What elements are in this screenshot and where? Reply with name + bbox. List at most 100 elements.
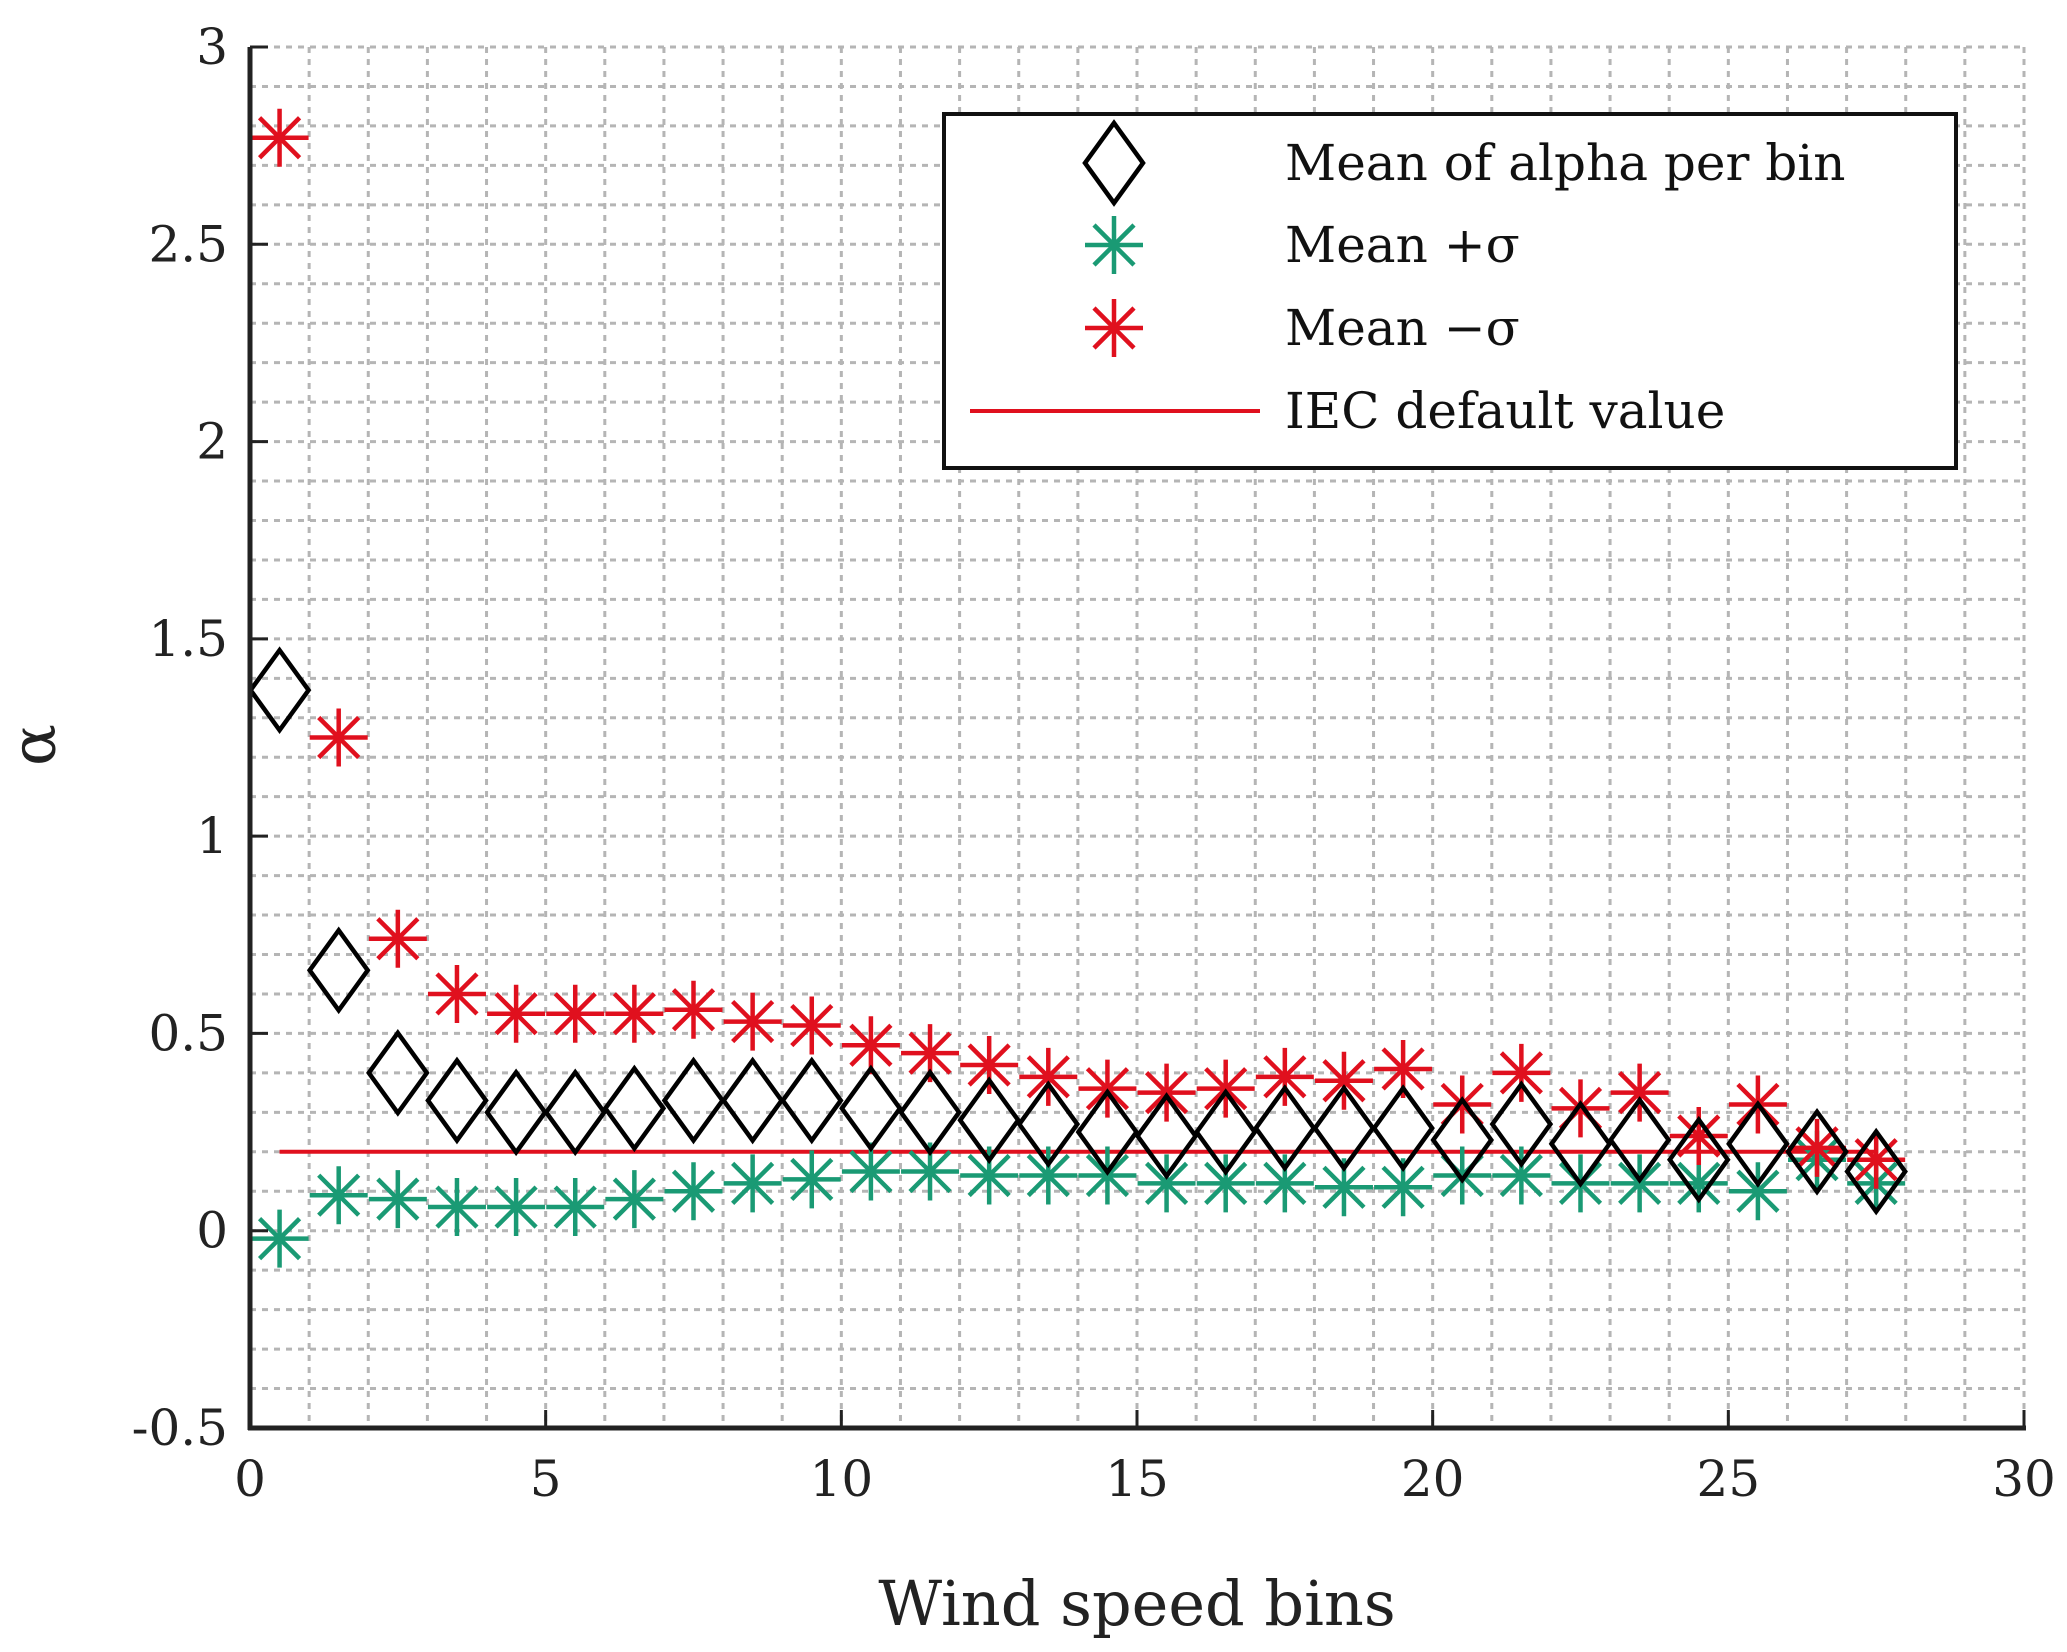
y-axis-label: α: [0, 724, 70, 766]
point-mean-minus-sigma: [250, 108, 309, 167]
point-mean-minus-sigma: [605, 984, 664, 1043]
x-tick-label: 10: [810, 1450, 874, 1508]
y-tick-label: 2: [196, 413, 228, 471]
point-mean: [247, 646, 312, 734]
point-mean: [779, 1056, 844, 1145]
point-mean-minus-sigma: [1610, 1063, 1669, 1122]
point-mean: [1666, 1115, 1731, 1204]
point-mean: [1312, 1084, 1376, 1172]
point-mean: [1075, 1088, 1140, 1176]
legend-label: Mean −σ: [1285, 299, 1520, 357]
legend-entry: Mean −σ: [1085, 299, 1520, 357]
point-mean-minus-sigma: [1255, 1047, 1314, 1106]
y-tick-label: 2.5: [148, 215, 228, 273]
legend-label: Mean of alpha per bin: [1285, 134, 1846, 192]
point-mean-plus-sigma: [368, 1170, 427, 1229]
x-tick-label: 15: [1105, 1450, 1169, 1508]
point-mean-plus-sigma: [1728, 1162, 1787, 1221]
point-mean-minus-sigma: [1019, 1047, 1078, 1106]
y-tick-label: 1.5: [148, 610, 228, 668]
point-mean: [1785, 1107, 1849, 1196]
point-mean-minus-sigma: [427, 964, 486, 1023]
point-mean: [1430, 1096, 1495, 1184]
point-mean-minus-sigma: [309, 708, 368, 767]
series-mean-plus-sigma: [250, 1130, 1906, 1268]
point-mean: [602, 1064, 667, 1153]
point-mean-plus-sigma: [1255, 1154, 1314, 1213]
legend-entry: Mean +σ: [1085, 216, 1520, 274]
point-mean-plus-sigma: [250, 1209, 309, 1268]
point-mean: [1016, 1080, 1081, 1169]
y-tick-label: 1: [196, 807, 228, 865]
point-mean-plus-sigma: [1019, 1146, 1078, 1205]
x-tick-label: 5: [530, 1450, 562, 1508]
point-mean-plus-sigma: [782, 1150, 841, 1209]
point-mean-minus-sigma: [664, 980, 723, 1039]
y-tick-label: 0: [196, 1202, 228, 1260]
point-mean-minus-sigma: [782, 996, 841, 1055]
point-mean-plus-sigma: [723, 1154, 782, 1213]
x-tick-label: 25: [1697, 1450, 1761, 1508]
point-mean-minus-sigma: [1669, 1107, 1728, 1166]
point-mean: [1134, 1092, 1199, 1180]
point-mean: [1607, 1096, 1672, 1184]
legend-diamond-icon: [1082, 119, 1146, 207]
point-mean: [957, 1076, 1021, 1165]
markers: [247, 108, 1908, 1268]
point-mean: [1253, 1084, 1317, 1172]
point-mean: [661, 1056, 726, 1145]
point-mean-minus-sigma: [487, 984, 546, 1043]
point-mean-minus-sigma: [1788, 1118, 1847, 1177]
point-mean-plus-sigma: [1314, 1158, 1373, 1217]
ticks: 0 5 10 15 20 25 30-0.500.511.522.53: [132, 18, 2056, 1508]
y-tick-label: -0.5: [132, 1399, 228, 1457]
point-mean: [1726, 1100, 1790, 1188]
point-mean-plus-sigma: [960, 1146, 1019, 1205]
point-mean: [306, 926, 371, 1015]
y-tick-label: 0.5: [148, 1004, 228, 1062]
x-tick-label: 20: [1401, 1450, 1465, 1508]
point-mean-plus-sigma: [1137, 1154, 1196, 1213]
point-mean-plus-sigma: [427, 1178, 486, 1237]
legend: Mean of alpha per bin Mean +σ Mean −σ IEC d…: [942, 112, 1958, 470]
legend-label: IEC default value: [1285, 382, 1725, 440]
y-tick-label: 3: [196, 18, 228, 76]
point-mean-plus-sigma: [309, 1166, 368, 1225]
point-mean: [1489, 1080, 1554, 1169]
series-mean-minus-sigma: [250, 108, 1906, 1189]
x-tick-label: 30: [1992, 1450, 2056, 1508]
point-mean: [1844, 1127, 1908, 1216]
point-mean-plus-sigma: [901, 1142, 960, 1201]
series-mean: [247, 646, 1908, 1216]
point-mean: [484, 1068, 548, 1157]
point-mean: [1371, 1084, 1435, 1172]
legend-asterisk-icon: [1085, 216, 1143, 274]
point-mean: [839, 1064, 903, 1153]
point-mean: [1548, 1100, 1613, 1188]
point-mean-plus-sigma: [1492, 1146, 1551, 1205]
point-mean-plus-sigma: [1196, 1154, 1255, 1213]
point-mean: [366, 1029, 430, 1117]
point-mean-minus-sigma: [368, 909, 427, 968]
point-mean-plus-sigma: [1374, 1158, 1433, 1217]
point-mean: [898, 1068, 962, 1157]
point-mean-plus-sigma: [664, 1162, 723, 1221]
point-mean-minus-sigma: [723, 992, 782, 1051]
point-mean: [1193, 1088, 1258, 1176]
legend-entry: IEC default value: [970, 382, 1725, 440]
legend-entry: Mean of alpha per bin: [1082, 119, 1846, 207]
legend-label: Mean +σ: [1285, 216, 1520, 274]
point-mean-minus-sigma: [1492, 1043, 1551, 1102]
point-mean: [425, 1056, 489, 1145]
point-mean: [720, 1056, 785, 1145]
point-mean-plus-sigma: [546, 1178, 605, 1237]
point-mean: [543, 1068, 608, 1157]
point-mean-plus-sigma: [605, 1170, 664, 1229]
x-tick-label: 0: [234, 1450, 266, 1508]
point-mean-minus-sigma: [960, 1035, 1019, 1094]
legend-asterisk-icon: [1085, 299, 1143, 357]
point-mean-plus-sigma: [487, 1178, 546, 1237]
x-axis-label: Wind speed bins: [878, 1567, 1395, 1640]
point-mean-minus-sigma: [1314, 1051, 1373, 1110]
